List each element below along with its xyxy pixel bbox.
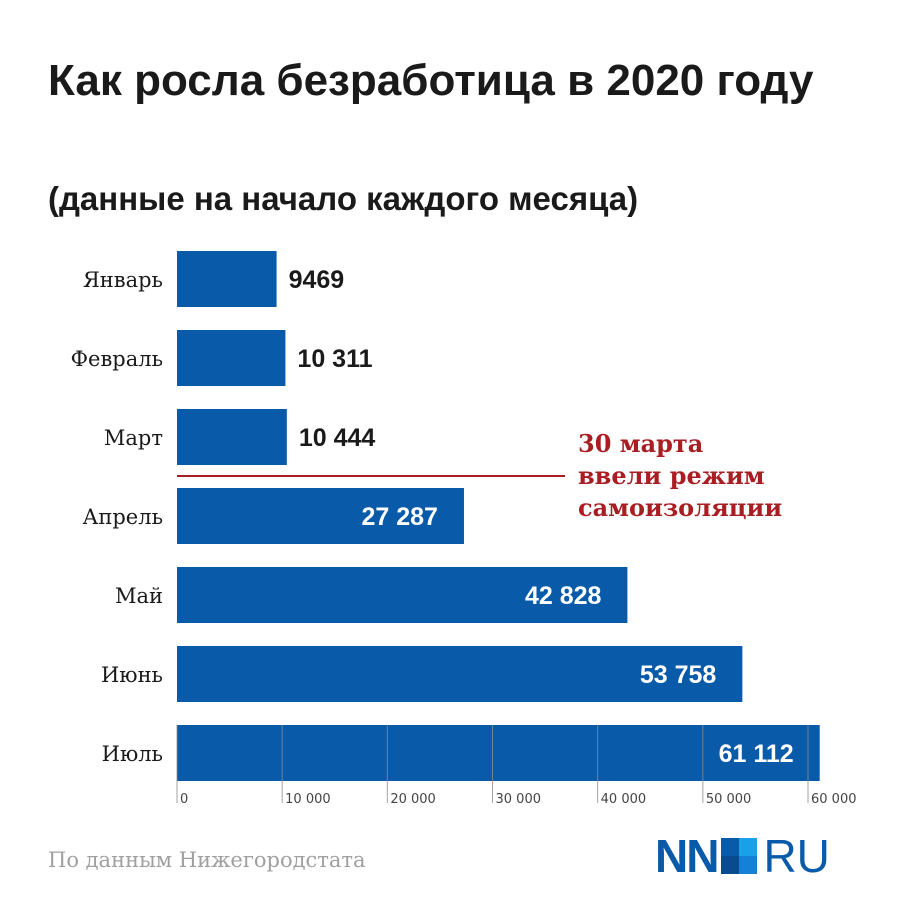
data-label: 53 758 [640, 661, 717, 689]
data-label: 10 444 [299, 424, 376, 452]
data-label: 9469 [289, 266, 345, 294]
bar [177, 409, 287, 465]
annotation-text: самоизоляции [578, 493, 782, 522]
logo-squares-icon [721, 838, 758, 874]
logo-nn: NN [655, 830, 719, 882]
category-label: Февраль [71, 347, 163, 371]
data-label: 61 112 [719, 740, 794, 768]
chart-title: Как росла безработица в 2020 году [48, 56, 814, 105]
x-tick-label: 0 [180, 792, 188, 807]
bar [177, 330, 286, 386]
category-label: Май [115, 584, 163, 608]
x-tick-label: 50 000 [706, 792, 752, 807]
category-label: Июль [102, 742, 163, 766]
category-label: Апрель [82, 505, 163, 529]
bar [177, 251, 277, 307]
annotation-text: 30 марта [578, 429, 703, 458]
x-tick-label: 60 000 [811, 792, 857, 807]
bar [177, 725, 820, 781]
x-tick-label: 30 000 [496, 792, 542, 807]
bar [177, 567, 628, 623]
bar [177, 488, 464, 544]
category-label: Январь [83, 268, 163, 292]
data-label: 27 287 [361, 503, 437, 531]
bar [177, 646, 743, 702]
category-label: Июнь [101, 663, 163, 687]
category-label: Март [104, 426, 163, 450]
data-label: 10 311 [297, 345, 372, 373]
annotation-text: ввели режим [578, 461, 765, 490]
data-label: 42 828 [525, 582, 602, 610]
chart-subtitle: (данные на начало каждого месяца) [48, 180, 639, 217]
x-tick-label: 40 000 [601, 792, 647, 807]
x-tick-label: 20 000 [390, 792, 436, 807]
logo-ru: RU [763, 830, 830, 882]
x-tick-label: 10 000 [285, 792, 331, 807]
source-note: По данным Нижегородстата [48, 848, 366, 872]
nn-ru-logo: NN RU [655, 830, 830, 882]
